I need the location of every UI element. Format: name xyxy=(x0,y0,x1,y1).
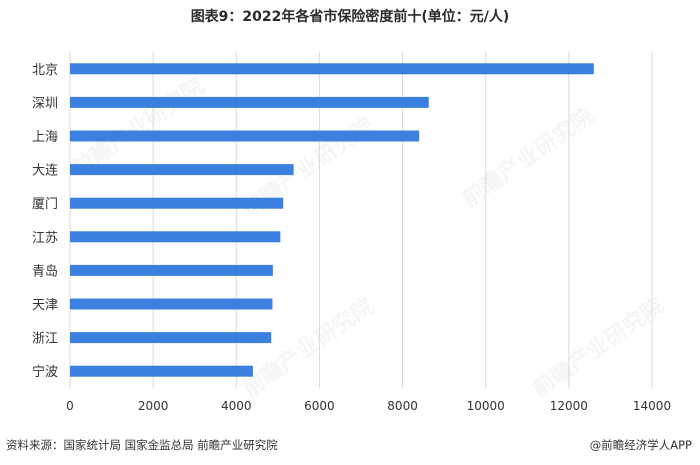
category-label: 浙江 xyxy=(32,332,58,347)
bar xyxy=(70,164,294,176)
bar xyxy=(70,365,253,377)
bar xyxy=(70,298,273,310)
bar xyxy=(70,130,420,142)
x-tick-label: 14000 xyxy=(633,399,671,413)
x-tick-label: 10000 xyxy=(467,399,505,413)
x-tick-label: 4000 xyxy=(221,399,252,413)
bar xyxy=(70,264,273,276)
category-label: 上海 xyxy=(32,130,58,145)
x-tick-label: 2000 xyxy=(138,399,169,413)
category-label: 江苏 xyxy=(32,230,58,246)
bar xyxy=(70,96,429,108)
chart-title: 图表9：2022年各省市保险密度前十(单位：元/人) xyxy=(190,9,510,25)
x-axis-labels: 0 2000 4000 6000 8000 10000 12000 14000 xyxy=(66,399,671,413)
category-label: 青岛 xyxy=(32,263,58,279)
source-note: 资料来源：国家统计局 国家金监总局 前瞻产业研究院 xyxy=(6,438,278,452)
bar xyxy=(70,332,272,344)
bar xyxy=(70,197,284,209)
bar xyxy=(70,63,594,75)
x-tick-label: 6000 xyxy=(304,399,335,413)
category-label: 大连 xyxy=(32,163,58,179)
category-label: 天津 xyxy=(32,298,58,313)
category-label: 北京 xyxy=(32,63,58,78)
x-tick-label: 0 xyxy=(66,399,74,413)
x-tick-label: 12000 xyxy=(550,399,588,413)
x-tick-label: 8000 xyxy=(387,399,418,413)
brand-label: @前瞻经济学人APP xyxy=(589,438,692,452)
bars xyxy=(70,63,594,377)
grid-lines xyxy=(69,52,653,388)
category-label: 厦门 xyxy=(32,197,58,212)
category-label: 深圳 xyxy=(32,96,58,111)
bar xyxy=(70,231,281,243)
category-label: 宁波 xyxy=(32,364,58,380)
